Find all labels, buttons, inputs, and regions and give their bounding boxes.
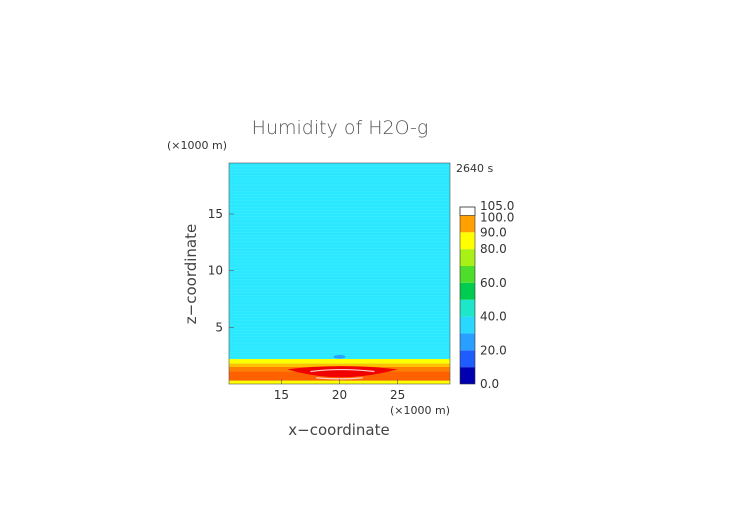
colorbar-label: 40.0	[480, 310, 507, 324]
x-tick-label: 20	[332, 388, 347, 402]
colorbar-swatch	[460, 333, 475, 351]
colorbar-swatch	[460, 350, 475, 368]
colorbar-swatch	[460, 316, 475, 334]
time-label: 2640 s	[456, 162, 493, 175]
colorbar-label: 105.0	[480, 199, 514, 213]
x-axis-label: x−coordinate	[288, 421, 389, 439]
y-tick-label: 5	[215, 320, 223, 334]
colorbar-swatch	[460, 215, 475, 233]
y-unit-label: (×1000 m)	[167, 139, 227, 152]
colorbar-swatch	[460, 249, 475, 266]
colorbar-swatch	[460, 232, 475, 250]
colorbar-swatch	[460, 266, 475, 283]
saturated-region	[287, 366, 398, 378]
field-layer	[229, 363, 450, 367]
plot-area	[229, 163, 450, 384]
x-unit-label: (×1000 m)	[390, 404, 450, 417]
field-layer	[229, 359, 450, 364]
colorbar-frame	[459, 206, 476, 385]
y-tick-label: 15	[208, 207, 223, 221]
colorbar-label: 80.0	[480, 242, 507, 256]
colorbar-swatch	[460, 299, 475, 317]
y-tick-label: 10	[208, 264, 223, 278]
dry-patch	[333, 355, 346, 359]
colorbar-swatch	[460, 367, 475, 384]
colorbar-label: 0.0	[480, 377, 499, 391]
colorbar-swatch	[459, 206, 476, 216]
x-tick-label: 15	[274, 388, 289, 402]
plot-frame	[228, 162, 451, 385]
x-tick-label: 25	[390, 388, 405, 402]
colorbar-label: 100.0	[480, 210, 514, 224]
saturated-contour	[316, 377, 363, 380]
colorbar-label: 90.0	[480, 225, 507, 239]
x-ticks: 15 20 25	[274, 379, 405, 402]
y-ticks: 5 10 15	[208, 207, 234, 334]
colorbar-label: 20.0	[480, 343, 507, 357]
saturated-contour	[310, 368, 375, 373]
y-axis-label: z−coordinate	[182, 224, 200, 324]
colorbar-swatch	[460, 282, 475, 300]
chart-title: Humidity of H2O-g	[252, 117, 429, 139]
colorbar-label: 60.0	[480, 276, 507, 290]
